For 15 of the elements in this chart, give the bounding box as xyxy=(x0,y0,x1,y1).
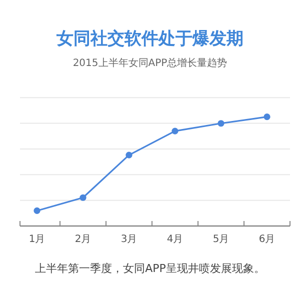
point xyxy=(218,120,224,127)
x-tick-label: 3月 xyxy=(120,234,138,245)
text: 上半年第一季度，女同APP呈现井喷发展现象。 xyxy=(35,262,265,275)
x-tick-label: 1月 xyxy=(28,234,46,245)
point xyxy=(172,128,178,134)
x-tick-label: 5月 xyxy=(212,234,230,245)
point xyxy=(126,152,132,158)
chart-subtitle: 2015上半年女同APP总增长量趋势 xyxy=(72,57,228,69)
point xyxy=(264,114,270,120)
point xyxy=(34,207,40,214)
chart-title: 女同社交软件处于爆发期 xyxy=(56,29,244,49)
x-tick-label: 6月 xyxy=(258,234,276,245)
x-tick-label: 2月 xyxy=(74,234,92,245)
point xyxy=(80,194,86,201)
x-tick-label: 4月 xyxy=(166,234,184,245)
